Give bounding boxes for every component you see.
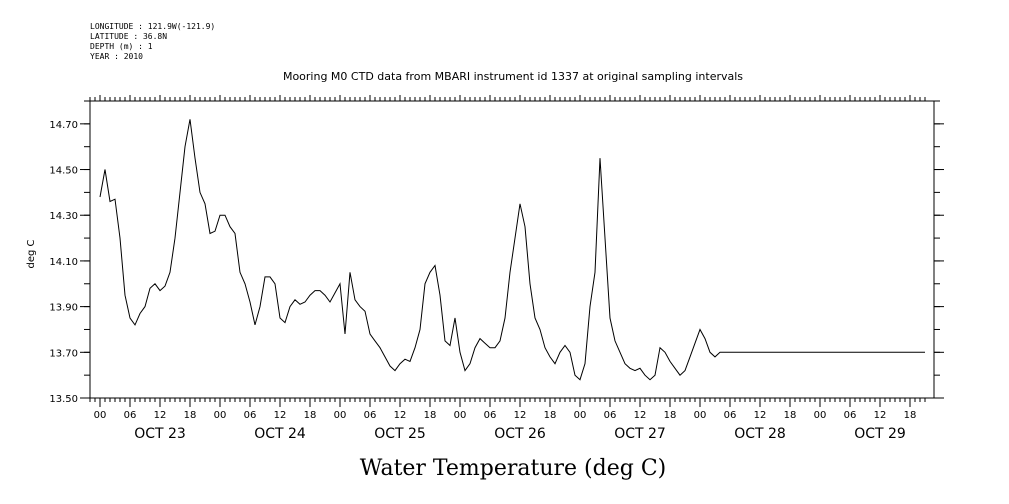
longitude-label: LONGITUDE : 121.9W(-121.9): [90, 22, 216, 31]
x-hour-label: 12: [634, 410, 647, 421]
x-hour-label: 06: [604, 410, 617, 421]
x-hour-label: 00: [814, 410, 827, 421]
x-hour-label: 00: [574, 410, 587, 421]
x-day-label: OCT 27: [614, 426, 666, 442]
x-day-label: OCT 28: [734, 426, 786, 442]
x-hour-label: 12: [394, 410, 407, 421]
x-hour-label: 06: [244, 410, 257, 421]
x-hour-label: 18: [304, 410, 317, 421]
x-hour-label: 18: [424, 410, 437, 421]
x-day-label: OCT 25: [374, 426, 426, 442]
x-hour-label: 00: [694, 410, 707, 421]
chart-title: Mooring M0 CTD data from MBARI instrumen…: [283, 70, 743, 83]
x-hour-label: 00: [454, 410, 467, 421]
water-temperature-line: [99, 119, 925, 381]
x-day-label: OCT 24: [254, 426, 306, 442]
year-label: YEAR : 2010: [90, 52, 143, 61]
y-tick-label: 14.30: [49, 211, 78, 222]
y-tick-label: 13.90: [49, 303, 78, 314]
axis-ticks: [80, 95, 944, 407]
x-hour-label: 18: [784, 410, 797, 421]
x-hour-label: 00: [334, 410, 347, 421]
plot-frame: [89, 100, 935, 399]
y-tick-label: 13.70: [49, 348, 78, 359]
x-day-label: OCT 23: [134, 426, 186, 442]
x-hour-label: 18: [664, 410, 677, 421]
x-axis-title: Water Temperature (deg C): [360, 456, 667, 481]
x-hour-label: 12: [874, 410, 887, 421]
x-hour-label: 12: [154, 410, 167, 421]
x-hour-label: 12: [754, 410, 767, 421]
x-hour-label: 12: [274, 410, 287, 421]
y-tick-label: 14.50: [49, 166, 78, 177]
x-hour-label: 06: [724, 410, 737, 421]
y-tick-label: 13.50: [49, 394, 78, 405]
depth-label: DEPTH (m) : 1: [90, 42, 153, 51]
x-day-label: OCT 29: [854, 426, 906, 442]
x-day-label: OCT 26: [494, 426, 546, 442]
x-hour-label: 06: [124, 410, 137, 421]
x-hour-label: 06: [844, 410, 857, 421]
station-metadata: LONGITUDE : 121.9W(-121.9) LATITUDE : 36…: [90, 22, 215, 62]
y-axis-label: deg C: [26, 239, 37, 268]
axis-labels: 13.50 13.70 13.90 14.10 14.30 14.50 14.70 00 06 1…: [49, 120, 916, 442]
x-hour-label: 12: [514, 410, 527, 421]
x-hour-label: 06: [484, 410, 497, 421]
x-hour-label: 18: [544, 410, 557, 421]
x-hour-label: 00: [214, 410, 227, 421]
latitude-label: LATITUDE : 36.8N: [90, 32, 168, 41]
x-hour-label: 06: [364, 410, 377, 421]
x-hour-label: 00: [94, 410, 107, 421]
y-tick-label: 14.10: [49, 257, 78, 268]
x-hour-label: 18: [904, 410, 917, 421]
x-hour-label: 18: [184, 410, 197, 421]
y-tick-label: 14.70: [49, 120, 78, 131]
